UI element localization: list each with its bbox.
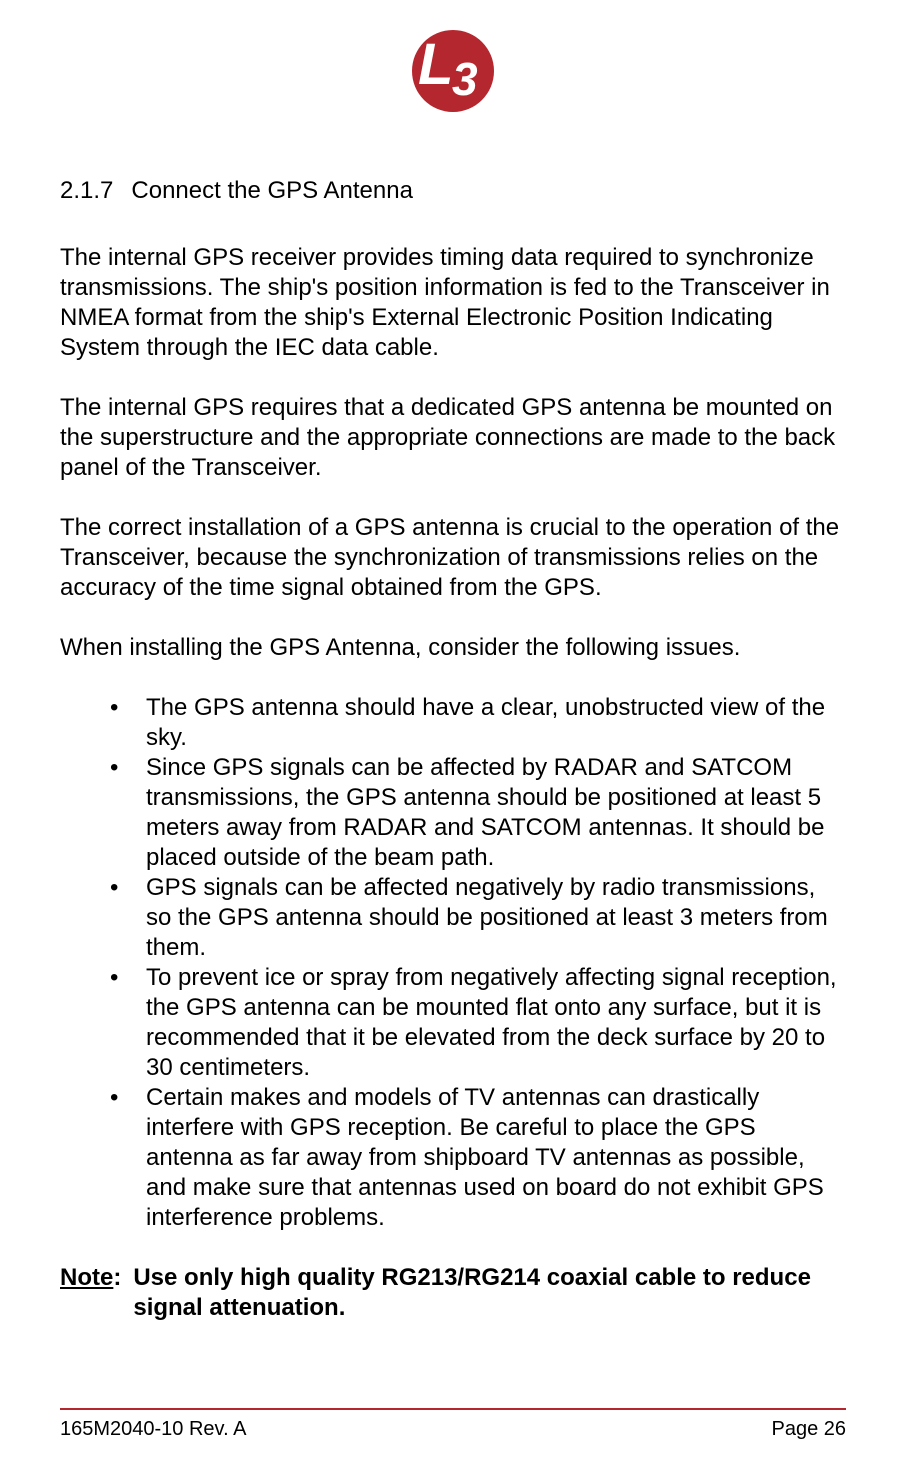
section-heading: 2.1.7 Connect the GPS Antenna xyxy=(60,177,846,205)
note-colon: : xyxy=(113,1263,121,1323)
body-paragraph: The correct installation of a GPS antenn… xyxy=(60,513,846,603)
bullet-list: The GPS antenna should have a clear, uno… xyxy=(110,693,846,1233)
l3-logo: L 3 xyxy=(412,30,494,112)
footer-divider xyxy=(60,1408,846,1410)
logo-letter: L xyxy=(418,36,453,94)
list-item: Certain makes and models of TV antennas … xyxy=(110,1083,846,1233)
body-paragraph: The internal GPS receiver provides timin… xyxy=(60,243,846,363)
list-item: Since GPS signals can be affected by RAD… xyxy=(110,753,846,873)
section-number: 2.1.7 xyxy=(60,177,113,205)
section-title: Connect the GPS Antenna xyxy=(131,177,413,205)
body-paragraph: When installing the GPS Antenna, conside… xyxy=(60,633,846,663)
list-item: To prevent ice or spray from negatively … xyxy=(110,963,846,1083)
logo-number: 3 xyxy=(452,56,478,102)
note-text: Use only high quality RG213/RG214 coaxia… xyxy=(133,1263,846,1323)
footer-row: 165M2040-10 Rev. A Page 26 xyxy=(60,1418,846,1441)
note-label: Note xyxy=(60,1263,113,1323)
list-item: GPS signals can be affected negatively b… xyxy=(110,873,846,963)
body-paragraph: The internal GPS requires that a dedicat… xyxy=(60,393,846,483)
logo-container: L 3 xyxy=(60,20,846,117)
list-item: The GPS antenna should have a clear, uno… xyxy=(110,693,846,753)
footer-revision: 165M2040-10 Rev. A xyxy=(60,1418,246,1441)
note-block: Note : Use only high quality RG213/RG214… xyxy=(60,1263,846,1323)
footer-page-number: Page 26 xyxy=(771,1418,846,1441)
page-footer: 165M2040-10 Rev. A Page 26 xyxy=(60,1408,846,1441)
